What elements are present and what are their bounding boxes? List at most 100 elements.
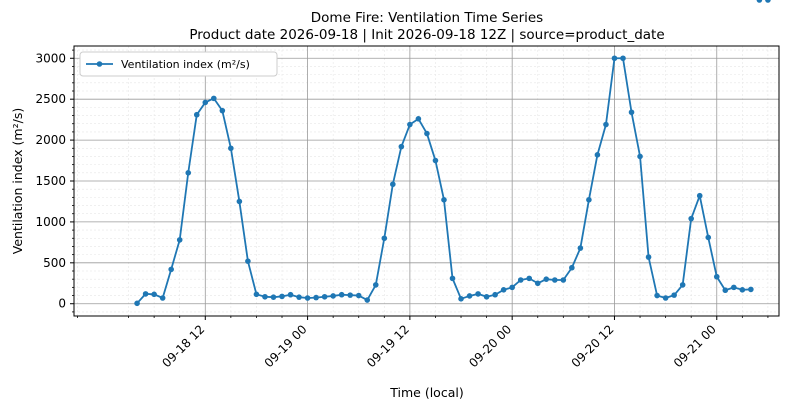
- data-point: [424, 130, 430, 137]
- data-point: [441, 197, 447, 203]
- x-axis-label: Time (local): [389, 385, 463, 400]
- data-point: [739, 287, 746, 293]
- data-point: [611, 55, 618, 62]
- legend: Ventilation index (m²/s): [79, 51, 278, 77]
- data-point: [262, 293, 268, 300]
- data-point: [313, 294, 319, 301]
- data-point: [637, 153, 643, 160]
- data-point: [338, 291, 345, 298]
- data-point: [696, 192, 703, 199]
- minor-grid: [74, 46, 779, 316]
- data-point: [731, 284, 737, 291]
- y-tick-label: 3000: [35, 51, 66, 65]
- x-axis: 09-18 12 09-19 00 09-19 12 09-20 00 09-20 12…: [77, 316, 769, 370]
- x-tick-label: 09-20 00: [466, 322, 514, 370]
- data-point: [517, 277, 524, 283]
- y-tick-label: 0: [58, 297, 66, 311]
- legend-box: [79, 51, 278, 77]
- data-point: [534, 280, 541, 287]
- data-point: [321, 293, 328, 300]
- data-point: [671, 292, 677, 298]
- data-point: [296, 294, 302, 300]
- data-point: [645, 254, 652, 260]
- data-point: [245, 258, 251, 264]
- y-axis: 0 500 1000 1500 2000 2500 3000: [35, 49, 74, 313]
- data-point: [765, 0, 771, 3]
- data-point: [577, 245, 584, 251]
- data-point: [347, 292, 354, 298]
- data-point: [381, 235, 388, 242]
- y-tick-label: 2500: [35, 92, 66, 106]
- data-point: [159, 295, 166, 301]
- legend-marker-swatch: [96, 61, 103, 67]
- data-point: [654, 292, 660, 299]
- x-tick-label: 09-20 12: [569, 322, 617, 370]
- data-point: [236, 198, 243, 205]
- data-point: [390, 181, 396, 188]
- data-point: [748, 286, 754, 293]
- x-tick-label: 09-21 00: [671, 322, 719, 370]
- y-tick-label: 2000: [35, 133, 66, 147]
- data-point: [628, 109, 635, 116]
- data-point: [372, 282, 379, 288]
- major-grid: [74, 46, 779, 316]
- x-tick-label: 09-18 12: [159, 322, 207, 370]
- data-point: [142, 291, 149, 297]
- data-point: [432, 157, 439, 164]
- data-point: [228, 145, 234, 152]
- data-point: [705, 234, 712, 241]
- data-point: [398, 143, 405, 150]
- y-tick-label: 500: [43, 256, 66, 270]
- data-point: [304, 295, 311, 301]
- data-point: [543, 276, 550, 282]
- y-axis-label: Ventilation index (m²/s): [10, 108, 25, 254]
- data-point: [466, 293, 473, 299]
- data-point: [330, 293, 336, 299]
- data-point: [586, 197, 592, 203]
- data-point: [569, 264, 575, 271]
- y-tick-label: 1000: [35, 215, 66, 229]
- data-point: [151, 291, 157, 298]
- data-point: [211, 95, 217, 102]
- data-point: [219, 107, 226, 114]
- data-point: [168, 266, 174, 273]
- data-point: [509, 284, 515, 291]
- data-point: [270, 294, 277, 300]
- data-point: [279, 293, 285, 300]
- data-point: [202, 99, 209, 106]
- y-tick-label: 1500: [35, 174, 66, 188]
- data-point: [253, 291, 260, 298]
- data-point: [551, 277, 558, 283]
- data-point: [483, 293, 490, 300]
- data-point: [679, 282, 686, 288]
- data-point: [415, 116, 422, 122]
- data-point: [458, 296, 464, 302]
- data-point: [449, 275, 456, 282]
- data-point: [134, 300, 140, 307]
- data-point: [407, 121, 413, 128]
- data-point: [662, 295, 669, 301]
- chart-title: Dome Fire: Ventilation Time Series: [311, 10, 543, 26]
- data-point: [185, 170, 192, 176]
- chart-subtitle: Product date 2026-09-18 | Init 2026-09-1…: [189, 27, 664, 43]
- legend-label: Ventilation index (m²/s): [121, 58, 250, 71]
- data-point: [193, 111, 200, 118]
- data-point: [287, 291, 294, 298]
- data-point: [492, 291, 498, 298]
- data-point: [364, 297, 371, 303]
- data-point: [475, 291, 481, 297]
- series-group: [134, 0, 771, 307]
- data-point: [713, 273, 720, 280]
- data-point: [756, 0, 763, 3]
- data-point: [500, 287, 507, 293]
- data-point: [176, 237, 183, 243]
- data-point: [594, 152, 601, 158]
- data-point: [560, 277, 567, 283]
- data-point: [620, 55, 626, 62]
- data-point: [722, 287, 729, 294]
- data-point: [355, 292, 362, 299]
- data-point: [688, 215, 694, 222]
- x-tick-label: 09-19 00: [262, 322, 310, 370]
- x-tick-label: 09-19 12: [364, 322, 412, 370]
